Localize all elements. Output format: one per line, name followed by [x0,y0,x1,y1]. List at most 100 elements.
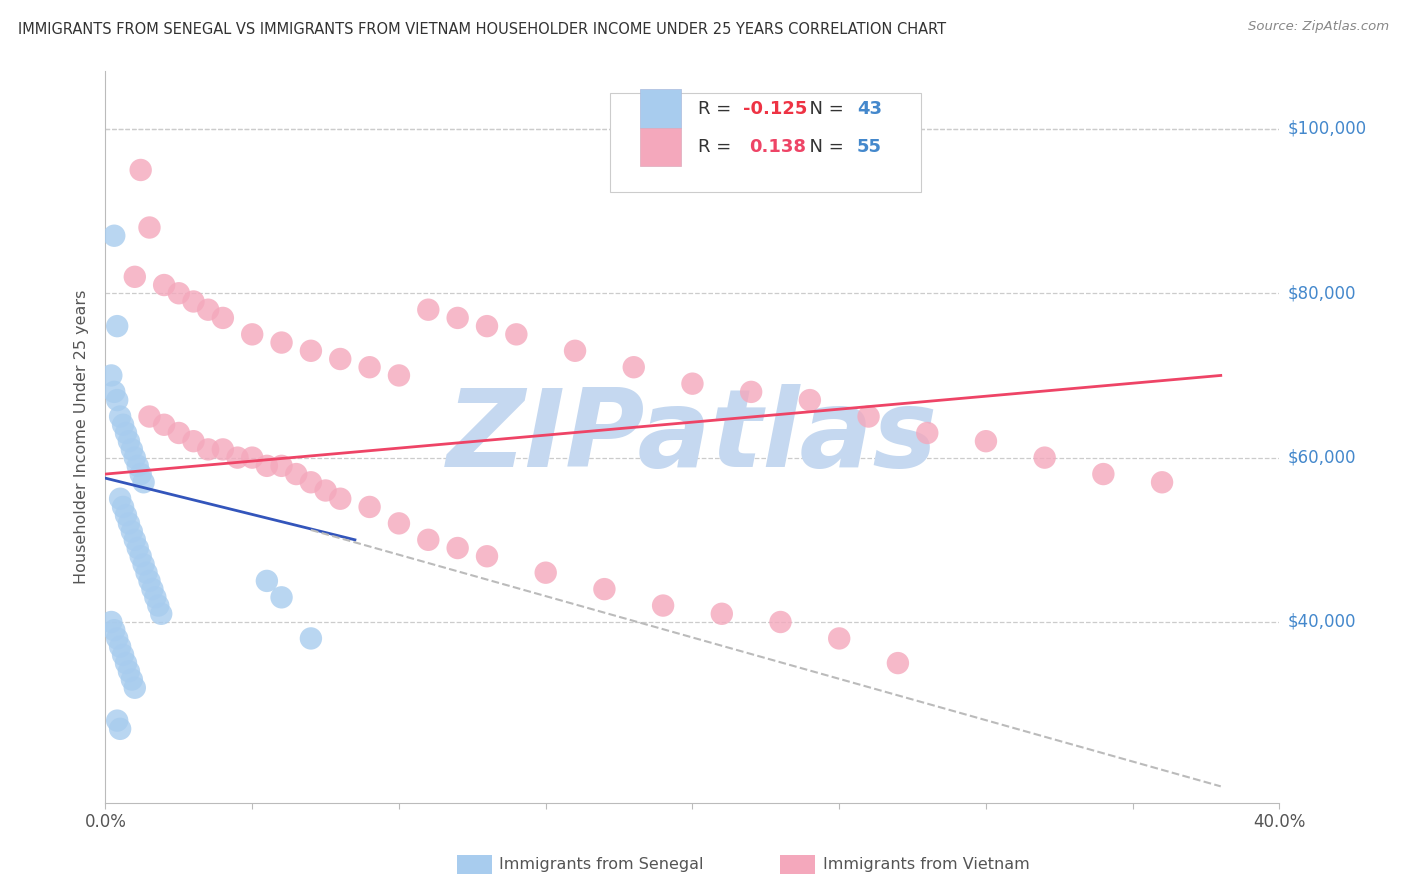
Point [127,541,149,555]
Point [769,615,792,629]
Point [858,409,880,424]
Point [118,665,141,679]
Point [388,368,411,383]
Point [143,591,166,605]
Text: R =: R = [699,100,737,118]
Point [1092,467,1115,481]
Point [240,327,263,342]
FancyBboxPatch shape [640,128,681,166]
Point [211,310,233,325]
FancyBboxPatch shape [610,94,921,192]
Point [124,269,146,284]
Text: N =: N = [799,138,849,156]
Point [124,450,146,465]
Text: $60,000: $60,000 [1288,449,1357,467]
Text: R =: R = [699,138,744,156]
Point [118,516,141,531]
Text: IMMIGRANTS FROM SENEGAL VS IMMIGRANTS FROM VIETNAM HOUSEHOLDER INCOME UNDER 25 Y: IMMIGRANTS FROM SENEGAL VS IMMIGRANTS FR… [18,22,946,37]
Point [153,417,176,432]
FancyBboxPatch shape [640,89,681,128]
Point [475,319,498,334]
Point [127,458,149,473]
Point [183,434,205,449]
Text: ZIPatlas: ZIPatlas [447,384,938,490]
Point [256,574,278,588]
Text: $40,000: $40,000 [1288,613,1357,631]
Point [917,425,939,440]
Point [682,376,704,391]
Point [359,360,381,375]
Point [418,302,440,317]
Point [103,624,125,638]
Point [974,434,997,449]
Text: -0.125: -0.125 [742,100,807,118]
Point [105,393,128,408]
Point [534,566,557,580]
Point [121,524,143,539]
Point [129,467,152,481]
Point [138,409,160,424]
Point [270,335,292,350]
Point [446,541,468,555]
Point [887,656,910,670]
Point [710,607,733,621]
Point [150,607,173,621]
Text: $100,000: $100,000 [1288,120,1367,138]
Point [285,467,308,481]
Text: Source: ZipAtlas.com: Source: ZipAtlas.com [1249,20,1389,33]
Point [115,425,138,440]
Point [740,384,762,399]
Y-axis label: Householder Income Under 25 years: Householder Income Under 25 years [75,290,90,584]
Point [132,475,155,490]
Point [124,533,146,547]
Point [270,591,292,605]
Point [121,673,143,687]
Point [299,343,322,358]
Point [105,632,128,646]
Point [112,648,135,662]
Point [270,458,292,473]
Text: Immigrants from Senegal: Immigrants from Senegal [499,857,703,871]
Point [153,278,176,293]
Point [167,286,190,301]
Point [299,475,322,490]
Text: Immigrants from Vietnam: Immigrants from Vietnam [823,857,1029,871]
Text: 55: 55 [856,138,882,156]
Point [475,549,498,564]
Point [118,434,141,449]
Point [593,582,616,596]
Point [359,500,381,514]
Point [115,656,138,670]
Text: $80,000: $80,000 [1288,285,1357,302]
Point [112,417,135,432]
Point [329,351,352,366]
Point [505,327,527,342]
Point [129,549,152,564]
Point [115,508,138,523]
Point [108,491,131,506]
Point [418,533,440,547]
Text: 43: 43 [856,100,882,118]
Point [256,458,278,473]
Point [446,310,468,325]
Point [103,228,125,243]
Point [124,681,146,695]
Point [108,640,131,654]
Point [100,368,122,383]
Point [135,566,157,580]
Point [564,343,586,358]
Point [1033,450,1056,465]
Point [129,163,152,178]
Point [623,360,645,375]
Point [148,599,170,613]
Point [652,599,675,613]
Point [799,393,821,408]
Point [240,450,263,465]
Point [105,714,128,728]
Point [100,615,122,629]
Point [167,425,190,440]
Point [121,442,143,457]
Point [388,516,411,531]
Point [197,442,219,457]
Point [299,632,322,646]
